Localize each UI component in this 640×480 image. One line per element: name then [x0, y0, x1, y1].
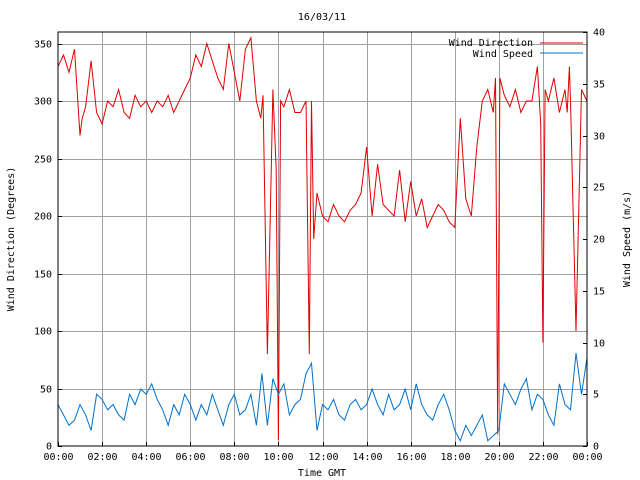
y-left-tick-label: 300: [34, 97, 52, 108]
series-line-wind-speed: [57, 352, 588, 443]
x-axis-label: Time GMT: [298, 468, 346, 479]
y-left-tick-label: 150: [34, 270, 52, 281]
y-right-tick-label: 0: [593, 442, 599, 453]
legend-label-wind-direction: Wind Direction: [449, 38, 533, 49]
y-right-tick-label: 40: [593, 28, 605, 39]
y-left-tick-label: 250: [34, 155, 52, 166]
y-right-tick-label: 35: [593, 80, 605, 91]
y-axis-left-label: Wind Direction (Degrees): [6, 167, 17, 312]
ticks-layer: 00:00 02:00 04:00 06:00 08:00 10:00 12:00 14:00…: [34, 28, 605, 464]
y-right-tick-label: 30: [593, 132, 605, 143]
x-tick-label: 14:00: [352, 452, 382, 463]
series-line-wind-direction: [57, 35, 588, 441]
y-right-tick-label: 15: [593, 287, 605, 298]
x-tick-label: 00:00: [572, 452, 602, 463]
y-right-tick-label: 5: [593, 390, 599, 401]
legend: Wind Direction Wind Speed: [449, 38, 583, 60]
y-left-tick-label: 50: [40, 385, 52, 396]
x-tick-label: 20:00: [484, 452, 514, 463]
x-tick-label: 16:00: [396, 452, 426, 463]
y-left-tick-label: 200: [34, 212, 52, 223]
x-tick-label: 08:00: [219, 452, 249, 463]
x-tick-label: 10:00: [263, 452, 293, 463]
y-left-tick-label: 350: [34, 40, 52, 51]
x-tick-label: 22:00: [528, 452, 558, 463]
y-right-tick-label: 10: [593, 339, 605, 350]
y-right-tick-label: 20: [593, 235, 605, 246]
series-layer: [57, 35, 588, 443]
x-tick-label: 00:00: [43, 452, 73, 463]
x-tick-label: 04:00: [131, 452, 161, 463]
x-tick-label: 06:00: [175, 452, 205, 463]
y-left-tick-label: 0: [46, 442, 52, 453]
x-tick-label: 12:00: [308, 452, 338, 463]
y-right-tick-label: 25: [593, 183, 605, 194]
y-axis-right-label: Wind Speed (m/s): [622, 191, 633, 287]
x-tick-label: 02:00: [87, 452, 117, 463]
x-tick-label: 18:00: [440, 452, 470, 463]
chart-title: 16/03/11: [298, 12, 346, 23]
legend-label-wind-speed: Wind Speed: [473, 49, 533, 60]
y-left-tick-label: 100: [34, 327, 52, 338]
